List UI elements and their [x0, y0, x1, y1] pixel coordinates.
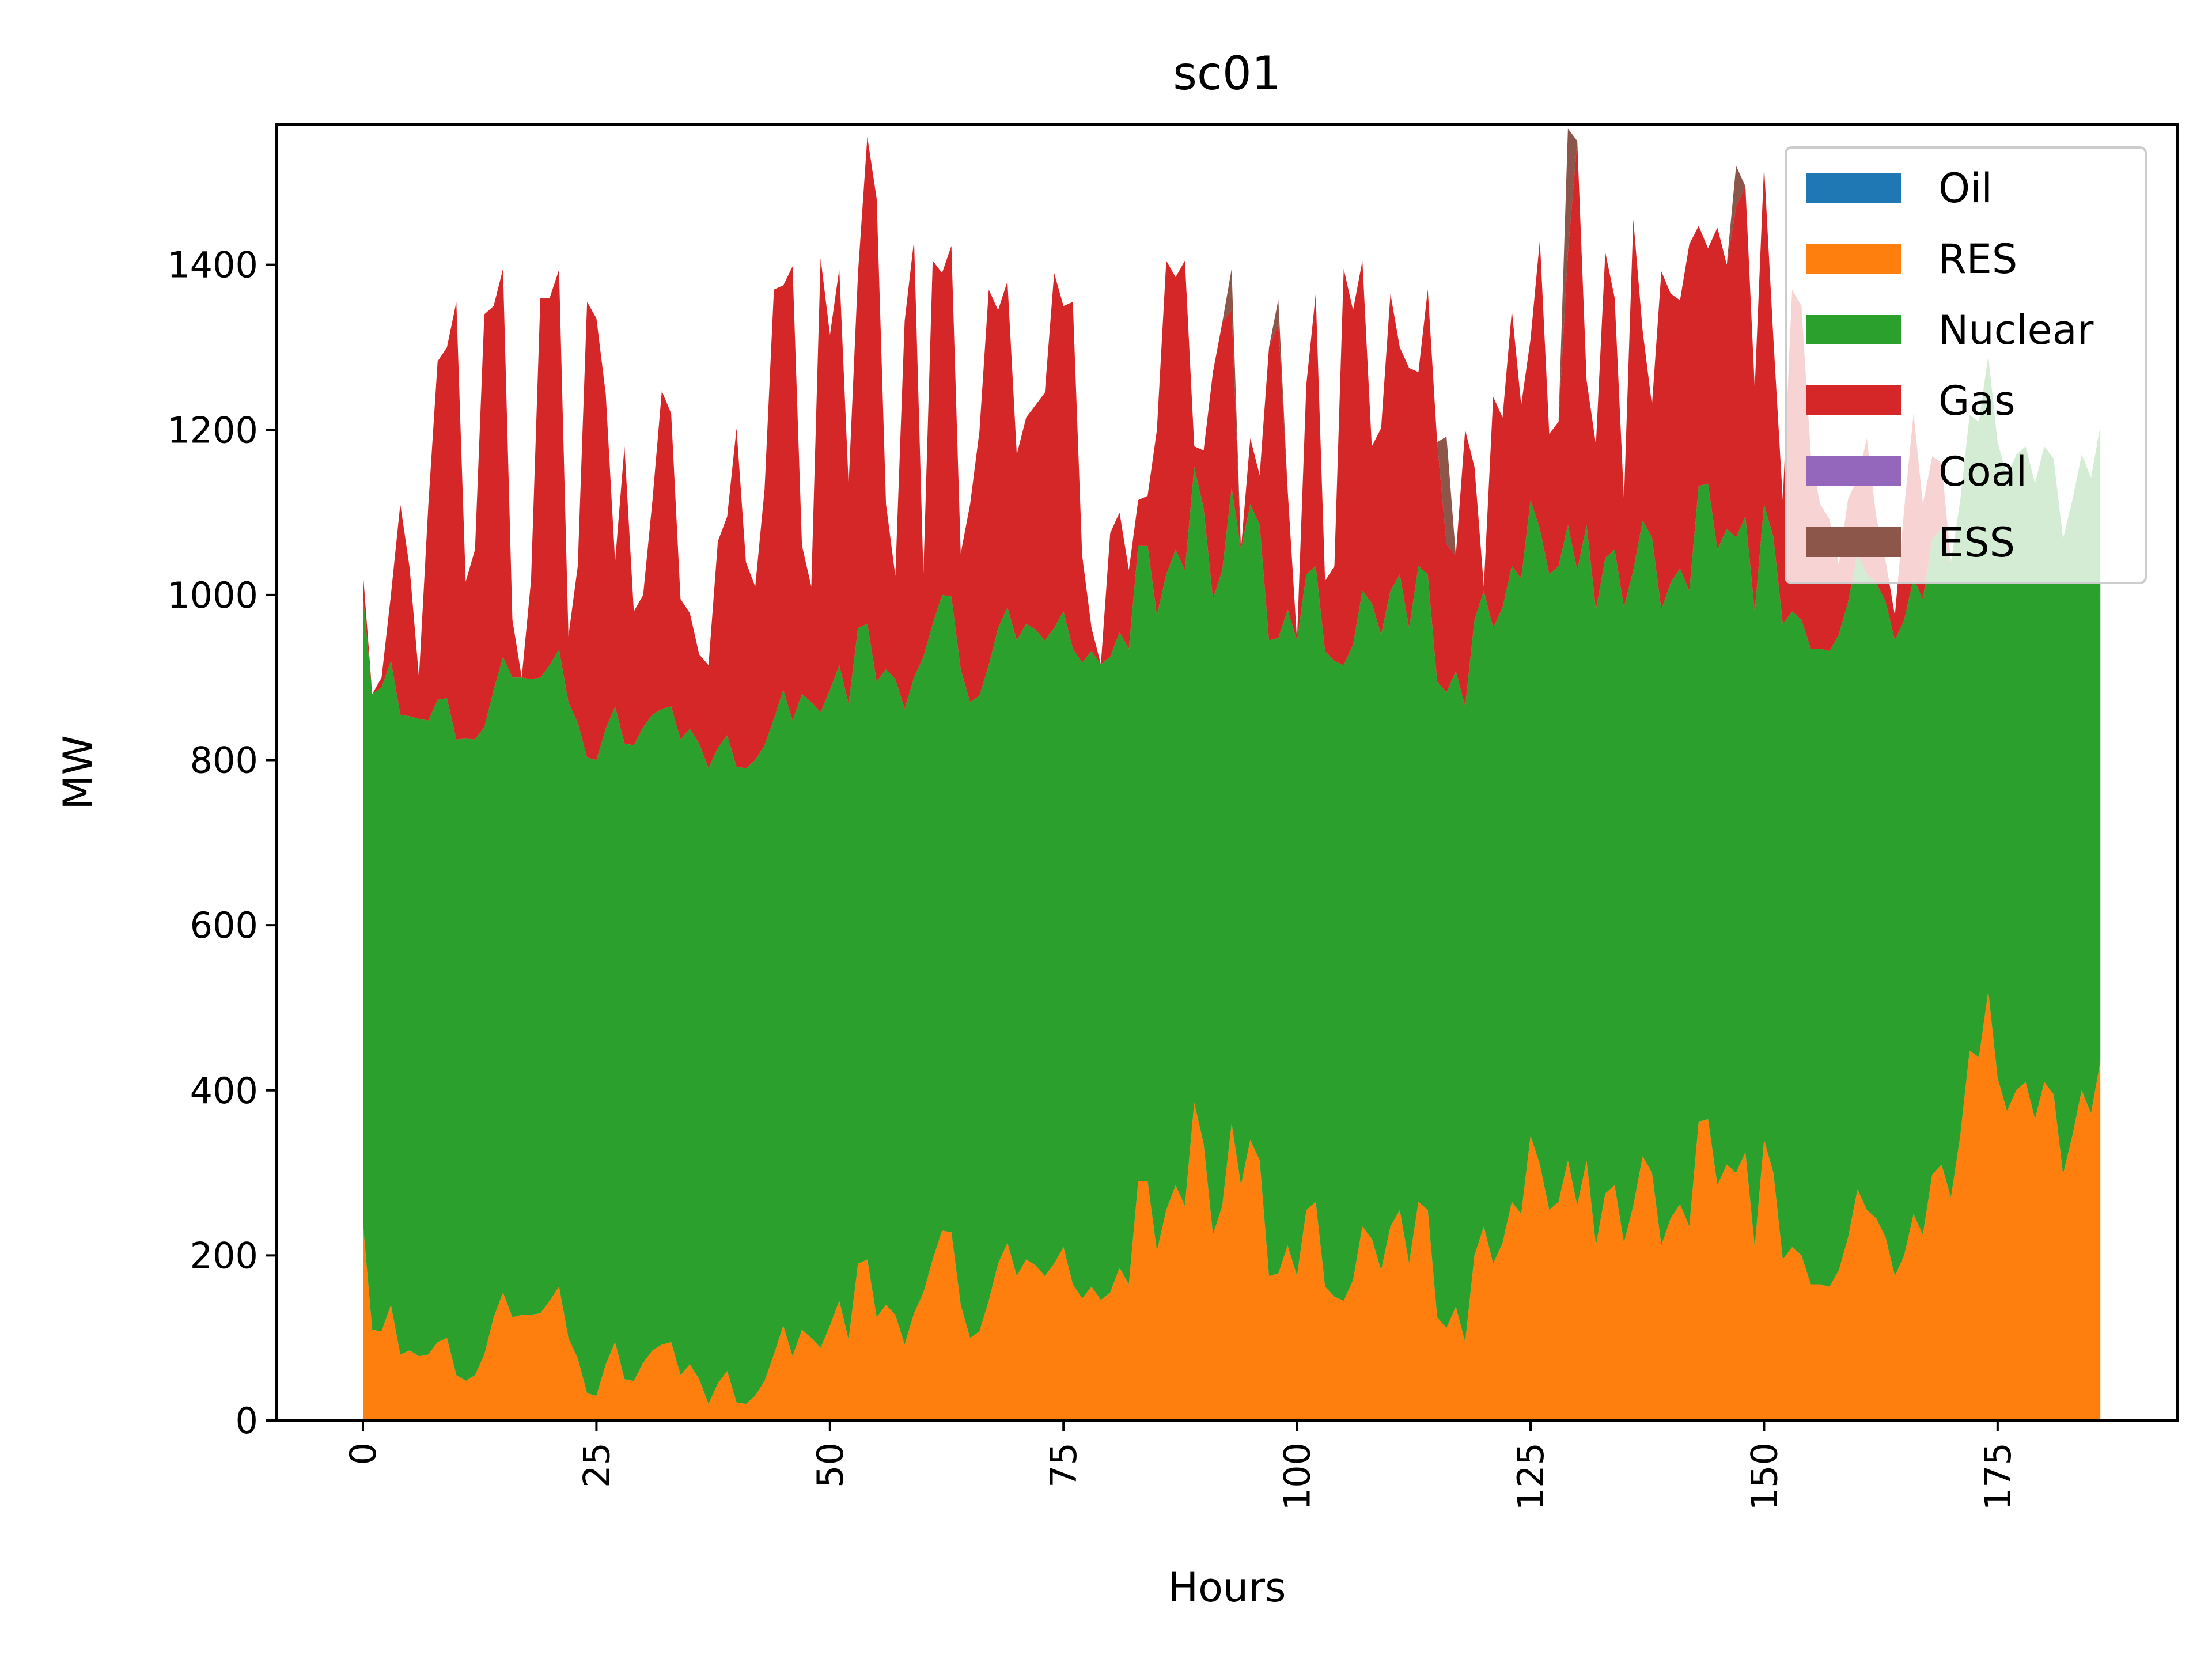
legend-swatch-gas [1806, 385, 1901, 415]
legend-swatch-nuclear [1806, 315, 1901, 344]
y-tick-label: 1200 [167, 409, 258, 451]
y-tick-label: 600 [190, 904, 258, 946]
y-tick-label: 800 [190, 740, 258, 782]
x-tick-label: 50 [809, 1442, 851, 1488]
y-tick-label: 200 [190, 1234, 258, 1277]
legend-label-res: RES [1938, 236, 2017, 283]
legend-swatch-res [1806, 244, 1901, 274]
x-tick-label: 175 [1977, 1442, 2019, 1510]
legend-swatch-coal [1806, 456, 1901, 486]
y-tick-label: 400 [190, 1070, 258, 1112]
plot-frame [275, 123, 2179, 1422]
y-tick-label: 1000 [167, 574, 258, 616]
legend-box [1785, 146, 2147, 584]
stacked-areas [363, 128, 2101, 1421]
area-res [363, 991, 2101, 1421]
area-nuclear [363, 355, 2101, 1404]
legend-label-nuclear: Nuclear [1938, 306, 2094, 354]
x-tick-label: 0 [342, 1442, 384, 1465]
legend: Oil RES Nuclear Gas Coal ESS [1785, 146, 2147, 584]
y-axis-label: MW [55, 735, 102, 810]
y-tick-label: 1400 [167, 244, 258, 286]
x-tick-label: 125 [1510, 1442, 1552, 1510]
legend-swatch-oil [1806, 173, 1901, 203]
x-axis-label: Hours [1168, 1564, 1286, 1611]
y-tick-label: 0 [236, 1400, 258, 1442]
x-tick-label: 150 [1743, 1442, 1785, 1510]
x-tick-label: 25 [575, 1442, 618, 1488]
area-gas [363, 137, 2101, 768]
legend-label-coal: Coal [1938, 448, 2027, 495]
legend-label-ess: ESS [1938, 519, 2015, 566]
y-axis-ticks: 0 200 400 600 800 1000 1200 1400 [167, 244, 276, 1442]
x-tick-label: 100 [1277, 1442, 1319, 1510]
x-tick-label: 75 [1043, 1442, 1085, 1488]
legend-label-oil: Oil [1938, 165, 1993, 212]
chart-title: sc01 [1173, 47, 1281, 100]
x-axis-ticks: 0 25 50 75 100 125 150 175 [342, 1421, 2019, 1510]
legend-label-gas: Gas [1938, 377, 2016, 425]
legend-swatch-ess [1806, 527, 1901, 557]
